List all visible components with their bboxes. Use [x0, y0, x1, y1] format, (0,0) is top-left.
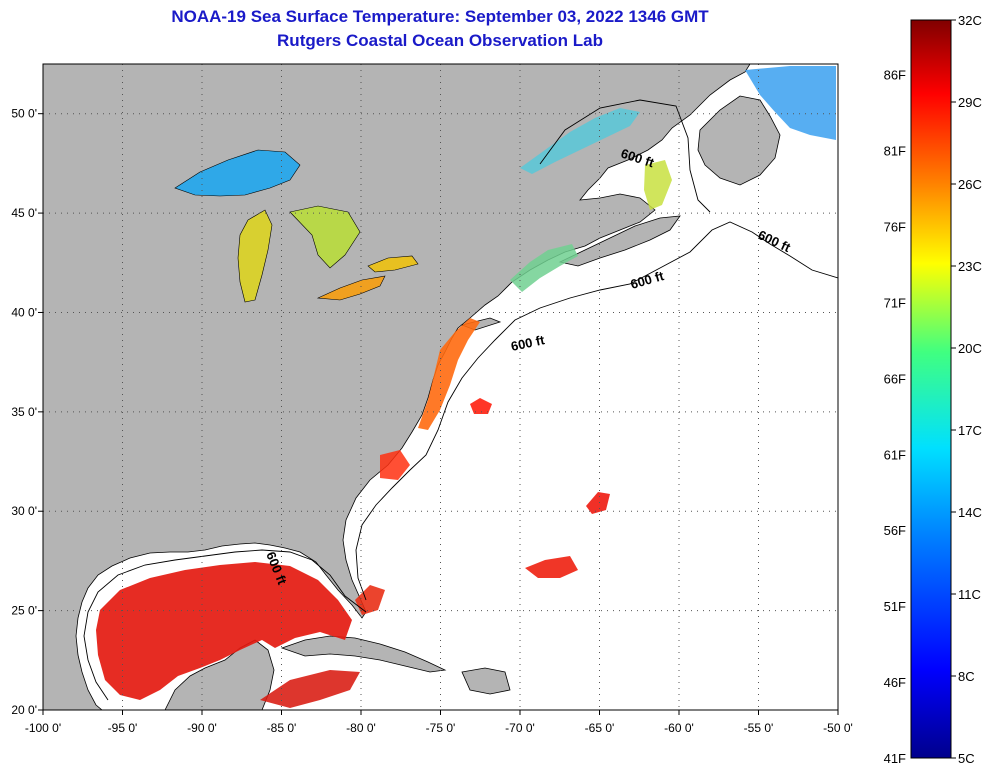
colorbar-fahrenheit-label: 41F [884, 751, 906, 766]
sst-gulf-st-lawrence [520, 108, 640, 174]
colorbar [910, 19, 952, 759]
latitude-labels: 50 0' 45 0' 40 0' 35 0' 30 0' 25 0' 20 0' [11, 107, 43, 717]
lat-tick-label: 30 0' [11, 504, 37, 518]
lon-tick-label: -95 0' [108, 721, 138, 735]
lat-tick-label: 45 0' [11, 206, 37, 220]
sst-sargasso-patch [586, 492, 610, 514]
colorbar-celsius-label: 14C [958, 505, 982, 520]
sst-gulf-of-mexico [96, 562, 352, 700]
colorbar-fahrenheit-label: 66F [884, 371, 906, 386]
lat-tick-label: 50 0' [11, 107, 37, 121]
lat-tick-label: 20 0' [11, 703, 37, 717]
colorbar-fahrenheit-label: 46F [884, 675, 906, 690]
land-mass-hispaniola [461, 667, 511, 695]
colorbar-celsius-labels: 32C 29C 26C 23C 20C 17C 14C 11C 8C 5C [951, 13, 982, 766]
lat-tick-label: 35 0' [11, 405, 37, 419]
lon-tick-label: -80 0' [346, 721, 376, 735]
lon-tick-label: -75 0' [426, 721, 456, 735]
land-mass-nova-scotia [558, 215, 681, 267]
colorbar-celsius-label: 8C [958, 669, 975, 684]
sst-central-atlantic-patch [525, 556, 578, 578]
lake-erie [316, 275, 386, 301]
lake-ontario [367, 255, 419, 273]
sst-se-coast [380, 450, 410, 480]
sst-bahamas [355, 585, 385, 615]
colorbar-celsius-label: 5C [958, 751, 975, 766]
map-title: NOAA-19 Sea Surface Temperature: Septemb… [171, 7, 709, 26]
lon-tick-label: -70 0' [505, 721, 535, 735]
sst-caribbean [260, 670, 360, 708]
map-subtitle: Rutgers Coastal Ocean Observation Lab [277, 31, 603, 50]
colorbar-celsius-label: 23C [958, 259, 982, 274]
isobath-600ft-north [539, 99, 711, 213]
land-mass-newfoundland [697, 95, 781, 186]
lon-tick-label: -50 0' [823, 721, 853, 735]
colorbar-celsius-label: 26C [958, 177, 982, 192]
colorbar-fahrenheit-label: 51F [884, 599, 906, 614]
isobath-label: 600 ft [510, 332, 547, 354]
sst-gulf-of-maine [510, 244, 578, 292]
lake-huron [289, 205, 361, 269]
colorbar-fahrenheit-label: 61F [884, 447, 906, 462]
colorbar-fahrenheit-label: 76F [884, 220, 906, 235]
sst-mid-atlantic-shelf [418, 318, 480, 430]
lake-superior [174, 149, 301, 197]
colorbar-celsius-label: 29C [958, 95, 982, 110]
lake-michigan [237, 209, 273, 303]
lon-tick-label: -90 0' [187, 721, 217, 735]
sst-gulf-stream-patch [470, 398, 492, 414]
longitude-labels: -100 0' -95 0' -90 0' -85 0' -80 0' -75 0' -70… [25, 710, 853, 735]
lat-lon-grid [43, 64, 838, 710]
lon-tick-label: -55 0' [744, 721, 774, 735]
sst-labrador-sea [745, 66, 836, 140]
lon-tick-label: -60 0' [664, 721, 694, 735]
colorbar-celsius-label: 20C [958, 341, 982, 356]
lon-tick-label: -100 0' [25, 721, 61, 735]
isobath-600ft [355, 221, 838, 601]
colorbar-fahrenheit-labels: 86F 81F 76F 71F 66F 61F 56F 51F 46F 41F [884, 68, 906, 766]
colorbar-celsius-label: 32C [958, 13, 982, 28]
lon-tick-label: -85 0' [267, 721, 297, 735]
colorbar-fahrenheit-label: 56F [884, 523, 906, 538]
lat-tick-label: 40 0' [11, 305, 37, 319]
lon-tick-label: -65 0' [585, 721, 615, 735]
colorbar-celsius-label: 11C [958, 587, 981, 602]
colorbar-fahrenheit-label: 71F [884, 295, 906, 310]
isobath-600ft-gulf [83, 549, 367, 701]
lat-tick-label: 25 0' [11, 604, 37, 618]
colorbar-celsius-label: 17C [958, 423, 982, 438]
sst-st-lawrence-green [644, 160, 672, 210]
colorbar-fahrenheit-label: 86F [884, 68, 906, 83]
colorbar-fahrenheit-label: 81F [884, 144, 906, 159]
